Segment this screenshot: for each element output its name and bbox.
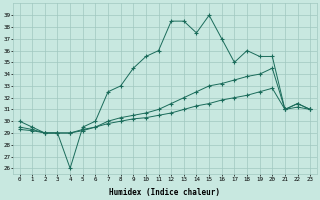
X-axis label: Humidex (Indice chaleur): Humidex (Indice chaleur)	[109, 188, 220, 197]
